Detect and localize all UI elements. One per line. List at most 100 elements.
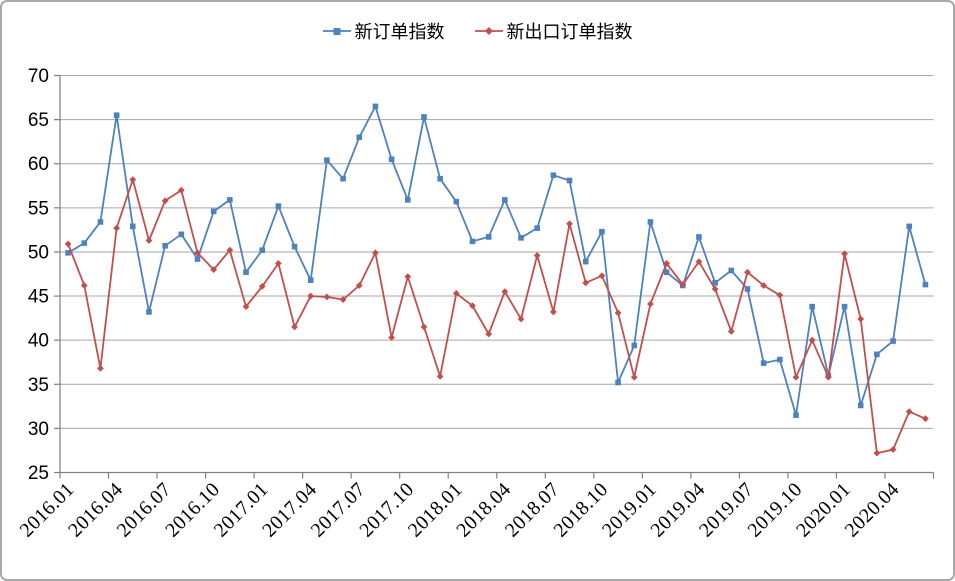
data-point-marker [210, 266, 218, 273]
data-point-marker [874, 351, 880, 358]
data-point-marker [340, 175, 346, 182]
data-point-marker [210, 208, 217, 215]
data-point-marker [485, 234, 492, 240]
data-point-marker [744, 268, 751, 276]
data-point-marker [696, 234, 702, 240]
data-point-marker [177, 186, 185, 194]
data-point-marker [776, 291, 784, 299]
legend-item-new-export-orders: 新出口订单指数 [474, 18, 633, 44]
data-point-marker [291, 243, 298, 250]
data-point-marker [469, 302, 476, 310]
data-point-marker [614, 309, 622, 317]
data-point-marker [647, 219, 654, 225]
data-point-marker [226, 246, 234, 254]
data-point-marker [242, 303, 250, 311]
data-point-marker [145, 237, 153, 244]
legend-label-new-orders: 新订单指数 [354, 22, 445, 42]
data-point-marker [452, 290, 460, 297]
data-point-marker [663, 269, 670, 276]
data-point-marker [291, 323, 298, 331]
data-point-marker [65, 250, 71, 256]
data-point-marker [566, 220, 573, 228]
data-point-marker [550, 172, 557, 178]
legend-diamond-marker-icon [474, 27, 503, 35]
data-point-marker [712, 280, 718, 286]
data-point-marker [679, 281, 687, 288]
data-point-marker [777, 356, 783, 363]
data-point-marker [727, 327, 735, 335]
data-point-marker [227, 197, 233, 203]
data-point-marker [905, 408, 913, 416]
data-point-marker [113, 112, 120, 118]
x-axis-labels: 2016.012016.042016.072016.102017.012017.… [16, 478, 904, 541]
data-point-marker [857, 315, 865, 323]
data-point-marker [663, 260, 670, 267]
data-point-marker [501, 288, 509, 296]
data-point-marker [566, 177, 573, 184]
y-axis-labels: 25 30 35 40 45 50 55 60 65 70 [28, 66, 49, 484]
data-point-marker [194, 256, 201, 262]
data-point-marker [485, 330, 493, 338]
data-point-marker [243, 269, 249, 276]
data-point-marker [388, 156, 395, 163]
data-point-marker [307, 277, 314, 283]
data-point-marker [161, 197, 169, 205]
data-point-marker [388, 334, 396, 341]
data-point-marker [404, 273, 412, 281]
data-point-marker [97, 219, 104, 225]
data-point-marker [841, 250, 848, 258]
data-point-marker [518, 235, 524, 241]
data-point-marker [372, 103, 379, 110]
data-point-marker [808, 336, 816, 344]
axes [54, 74, 935, 479]
data-point-marker [113, 224, 121, 232]
data-point-marker [631, 342, 638, 349]
y-tick-label: 40 [28, 331, 49, 352]
data-point-marker [711, 285, 719, 293]
y-tick-label: 70 [28, 66, 49, 87]
data-point-marker [582, 279, 590, 287]
data-point-marker [922, 415, 929, 423]
data-point-marker [760, 360, 767, 366]
legend-label-new-export-orders: 新出口订单指数 [506, 22, 633, 42]
data-point-marker [549, 308, 557, 316]
data-point-marker [372, 249, 379, 257]
data-point-marker [517, 315, 525, 323]
y-tick-label: 30 [28, 419, 49, 440]
data-point-marker [922, 281, 929, 288]
data-point-marker [695, 258, 703, 266]
data-point-marker [421, 114, 427, 120]
data-point-marker [792, 373, 800, 381]
data-point-marker [146, 309, 152, 315]
data-point-marker [436, 372, 444, 380]
data-point-marker [437, 175, 443, 182]
data-point-marker [339, 296, 347, 303]
data-point-marker [760, 282, 768, 289]
data-point-marker [598, 272, 606, 280]
data-point-marker [889, 446, 897, 453]
data-point-marker [873, 449, 881, 457]
series-new-export-orders [64, 176, 929, 457]
data-point-marker [356, 134, 363, 141]
data-point-marker [453, 198, 460, 205]
data-point-marker [194, 249, 201, 257]
series-new-orders [65, 103, 929, 418]
data-point-marker [258, 282, 266, 290]
data-point-marker [129, 176, 137, 184]
data-point-marker [582, 258, 589, 265]
data-point-marker [420, 323, 428, 331]
y-tick-label: 60 [28, 154, 49, 175]
data-point-marker [81, 240, 88, 246]
data-point-marker [890, 338, 896, 344]
y-tick-label: 65 [28, 110, 49, 131]
data-point-marker [80, 282, 88, 289]
data-point-marker [906, 223, 913, 230]
data-point-marker [533, 252, 541, 259]
legend-square-marker-icon [322, 28, 351, 35]
data-point-marker [824, 373, 832, 381]
data-point-marker [534, 225, 540, 231]
data-point-marker [599, 228, 605, 235]
data-point-marker [162, 242, 168, 249]
y-tick-label: 45 [28, 287, 49, 308]
